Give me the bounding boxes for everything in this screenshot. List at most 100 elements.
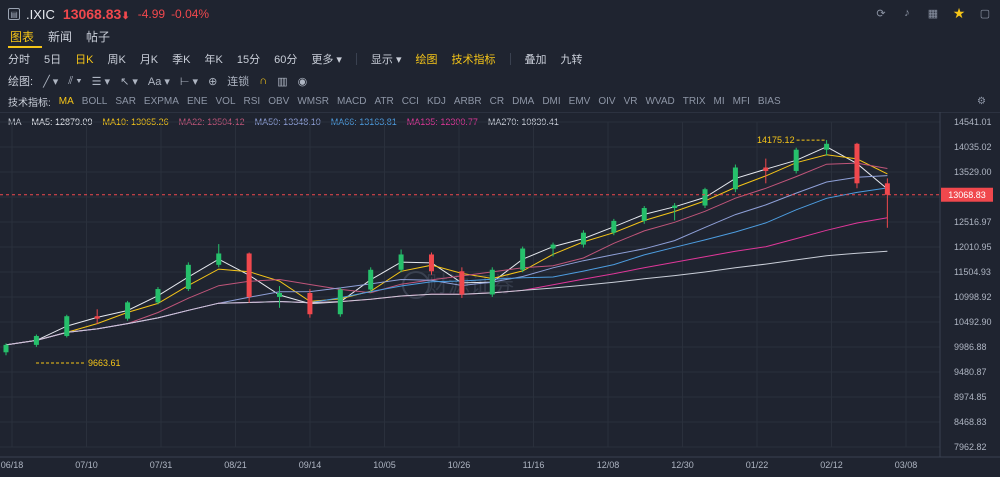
indicator-cr[interactable]: CR bbox=[489, 95, 505, 107]
indicator-emv[interactable]: EMV bbox=[568, 95, 591, 107]
line-tool-icon[interactable]: ╱ ▾ bbox=[43, 75, 59, 88]
indicator-bias[interactable]: BIAS bbox=[757, 95, 781, 107]
link-label[interactable]: 连锁 bbox=[227, 76, 250, 88]
tab-posts[interactable]: 帖子 bbox=[86, 30, 111, 44]
indicator-toggle[interactable]: 技术指标 bbox=[451, 54, 496, 66]
y-tick-label: 10998.92 bbox=[954, 292, 992, 302]
settings-icon[interactable]: ⚙ bbox=[977, 95, 986, 107]
watermark-logo-icon bbox=[402, 271, 430, 299]
indicator-wvad[interactable]: WVAD bbox=[645, 95, 675, 107]
candle-body bbox=[520, 248, 526, 270]
y-tick-label: 13529.00 bbox=[954, 167, 992, 177]
indicator-wmsr[interactable]: WMSR bbox=[297, 95, 329, 107]
tf-15min[interactable]: 15分 bbox=[236, 54, 261, 66]
nav-tabs: 图表 新闻 帖子 bbox=[0, 28, 118, 48]
x-tick-label: 02/12 bbox=[820, 460, 843, 470]
fib-tool-icon[interactable]: ☰ ▾ bbox=[91, 75, 111, 88]
tf-quarterly[interactable]: 季K bbox=[172, 54, 191, 66]
candle-body bbox=[672, 205, 678, 209]
y-tick-label: 8468.83 bbox=[954, 417, 987, 427]
ruler-tool-icon[interactable]: ⊢ ▾ bbox=[179, 75, 199, 88]
price-change: -4.99 bbox=[137, 7, 166, 21]
candle-body bbox=[185, 264, 191, 290]
tab-news[interactable]: 新闻 bbox=[48, 30, 73, 44]
tf-more[interactable]: 更多 ▾ bbox=[311, 54, 342, 66]
indicator-vol[interactable]: VOL bbox=[215, 95, 236, 107]
indicator-dma[interactable]: DMA bbox=[512, 95, 535, 107]
tf-weekly[interactable]: 周K bbox=[107, 54, 126, 66]
candle-body bbox=[854, 143, 860, 184]
x-tick-label: 07/31 bbox=[150, 460, 173, 470]
indicator-ma[interactable]: MA bbox=[58, 95, 74, 107]
grid-icon[interactable]: ▦ bbox=[927, 7, 939, 20]
overlay-button[interactable]: 叠加 bbox=[524, 54, 547, 66]
candle-body bbox=[398, 254, 404, 270]
candle-body bbox=[94, 316, 100, 319]
candle-body bbox=[702, 189, 708, 206]
x-tick-label: 08/21 bbox=[224, 460, 247, 470]
channel-tool-icon[interactable]: ⫽ ▾ bbox=[68, 74, 82, 87]
x-tick-label: 10/05 bbox=[373, 460, 396, 470]
indicator-macd[interactable]: MACD bbox=[336, 95, 367, 107]
x-tick-label: 06/18 bbox=[1, 460, 24, 470]
indicator-label: 技术指标: bbox=[8, 97, 51, 109]
x-tick-label: 07/10 bbox=[75, 460, 98, 470]
candle-body bbox=[64, 316, 70, 336]
ma22-line bbox=[5, 162, 888, 346]
tf-daily[interactable]: 日K bbox=[75, 54, 94, 66]
indicator-mi[interactable]: MI bbox=[713, 95, 725, 107]
x-tick-label: 03/08 bbox=[895, 460, 918, 470]
y-tick-label: 9986.88 bbox=[954, 342, 987, 352]
indicator-ene[interactable]: ENE bbox=[186, 95, 208, 107]
tf-intraday[interactable]: 分时 bbox=[8, 54, 30, 66]
current-price-badge bbox=[941, 187, 993, 202]
symbol-label: .IXIC bbox=[26, 6, 55, 22]
indicator-cci[interactable]: CCI bbox=[401, 95, 419, 107]
star-icon[interactable]: ★ bbox=[952, 4, 966, 21]
candle-body bbox=[337, 289, 343, 315]
zoom-icon[interactable]: ⊕ bbox=[208, 75, 218, 88]
indicator-boll[interactable]: BOLL bbox=[81, 95, 108, 107]
candle-body bbox=[216, 253, 222, 265]
tf-60min[interactable]: 60分 bbox=[274, 54, 298, 66]
draw-toggle[interactable]: 绘图 bbox=[415, 54, 438, 66]
tf-monthly[interactable]: 月K bbox=[139, 54, 159, 66]
display-menu[interactable]: 显示 ▾ bbox=[370, 54, 402, 66]
indicator-expma[interactable]: EXPMA bbox=[143, 95, 179, 107]
indicator-kdj[interactable]: KDJ bbox=[426, 95, 446, 107]
indicator-obv[interactable]: OBV bbox=[268, 95, 290, 107]
indicator-arbr[interactable]: ARBR bbox=[453, 95, 482, 107]
divider bbox=[0, 112, 1000, 113]
candlestick-chart[interactable]: 14541.0114035.0213529.0013022.9812516.97… bbox=[0, 112, 1000, 477]
tf-5day[interactable]: 5日 bbox=[44, 54, 62, 66]
indicator-vr[interactable]: VR bbox=[623, 95, 638, 107]
text-tool-icon[interactable]: Aa ▾ bbox=[147, 75, 170, 88]
magnet-icon[interactable]: ∩ bbox=[259, 75, 268, 87]
refresh-icon[interactable]: ⟳ bbox=[876, 7, 886, 20]
trash-icon[interactable]: ▥ bbox=[277, 75, 288, 88]
candle-body bbox=[824, 143, 830, 150]
tab-chart[interactable]: 图表 bbox=[8, 28, 43, 48]
nine-turn-button[interactable]: 九转 bbox=[560, 54, 583, 66]
indicator-trix[interactable]: TRIX bbox=[682, 95, 706, 107]
divider bbox=[355, 53, 357, 65]
indicator-rsi[interactable]: RSI bbox=[243, 95, 261, 107]
title-bar: ▤ .IXIC 13068.83⬇ -4.99 -0.04% ⟳ ♪ ▦ ★ ▢ bbox=[0, 0, 1000, 28]
indicator-mfi[interactable]: MFI bbox=[732, 95, 750, 107]
candle-body bbox=[580, 232, 586, 245]
indicator-atr[interactable]: ATR bbox=[374, 95, 394, 107]
arrow-tool-icon[interactable]: ↖ ▾ bbox=[120, 75, 138, 88]
indicator-dmi[interactable]: DMI bbox=[542, 95, 561, 107]
indicator-sar[interactable]: SAR bbox=[115, 95, 136, 107]
x-tick-label: 10/26 bbox=[448, 460, 471, 470]
indicator-oiv[interactable]: OIV bbox=[598, 95, 616, 107]
share-icon[interactable]: ▢ bbox=[979, 7, 991, 20]
indicator-list: MA BOLL SAR EXPMA ENE VOL RSI OBV WMSR MACD ATR CCI… bbox=[59, 96, 789, 107]
eye-icon[interactable]: ◉ bbox=[297, 75, 308, 88]
x-tick-label: 09/14 bbox=[299, 460, 322, 470]
y-tick-label: 12516.97 bbox=[954, 217, 992, 227]
tf-yearly[interactable]: 年K bbox=[204, 54, 223, 66]
y-tick-label: 14541.01 bbox=[954, 117, 992, 127]
bell-icon[interactable]: ♪ bbox=[904, 7, 910, 19]
y-tick-label: 11504.93 bbox=[954, 267, 991, 277]
